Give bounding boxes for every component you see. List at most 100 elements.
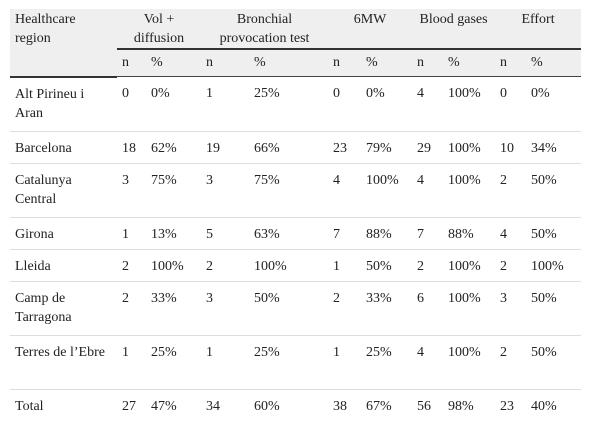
- percent-cell: 88%: [361, 217, 413, 250]
- count-cell: 4: [495, 217, 527, 250]
- percent-cell: 100%: [526, 249, 582, 282]
- count-cell: 38: [333, 398, 348, 414]
- header-percent: %: [146, 49, 202, 77]
- count-cell: 1: [328, 249, 362, 282]
- table-container: Healthcare region Vol + diffusion Bronch…: [10, 9, 582, 414]
- table-row: Barcelona 18 62% 19 66% 23 79% 29 100% 10 34%: [10, 131, 582, 164]
- percent-cell: 67%: [366, 398, 392, 414]
- percent-cell: 63%: [249, 217, 329, 250]
- region-cell: Terres de l’Ebre: [10, 335, 117, 390]
- count-cell: 34: [206, 398, 221, 414]
- percent-cell: 100%: [443, 163, 496, 218]
- count-cell: 4: [328, 163, 362, 218]
- count-cell: 27: [122, 398, 136, 414]
- header-vol-diffusion: Vol + diffusion: [117, 9, 202, 50]
- count-cell: 18: [117, 131, 146, 164]
- table-body: Alt Pirineu i Aran 0 0% 1 25% 0 0% 4 100% 0 0% Barc…: [10, 76, 582, 421]
- count-cell: 2: [412, 249, 444, 282]
- percent-cell: 13%: [146, 217, 202, 250]
- count-cell: 2: [495, 163, 527, 218]
- percent-cell: 0%: [146, 76, 202, 132]
- percent-cell: 75%: [146, 163, 202, 218]
- count-cell: 3: [117, 163, 146, 218]
- count-cell: 3: [495, 281, 527, 336]
- header-percent: %: [443, 49, 496, 77]
- count-cell: 5: [201, 217, 250, 250]
- count-cell: 2: [495, 249, 527, 282]
- table-row: Terres de l’Ebre 1 25% 1 25% 1 25% 4 100% 2 50%: [10, 335, 582, 390]
- count-cell: 1: [201, 335, 250, 390]
- percent-cell: 0%: [526, 76, 582, 132]
- count-cell: 0: [328, 76, 362, 132]
- header-bronchial-provocation: Bronchial provocation test: [201, 9, 329, 50]
- percent-cell: 60%: [254, 398, 280, 414]
- count-cell: 23: [328, 131, 362, 164]
- table-row: Total 27 47% 34 60% 38 67% 56 98% 23 40%: [10, 389, 581, 421]
- percent-cell: 25%: [249, 76, 329, 132]
- header-n: n: [201, 49, 250, 77]
- count-cell: 7: [328, 217, 362, 250]
- percent-cell: 75%: [249, 163, 329, 218]
- header-percent: %: [526, 49, 582, 77]
- table-row: Catalunya Central 3 75% 3 75% 4 100% 4 100% 2 50%: [10, 163, 582, 218]
- percent-cell: 33%: [361, 281, 413, 336]
- percent-cell: 34%: [526, 131, 582, 164]
- header-percent: %: [361, 49, 413, 77]
- percent-cell: 88%: [443, 217, 496, 250]
- percent-cell: 79%: [361, 131, 413, 164]
- table-row: Alt Pirineu i Aran 0 0% 1 25% 0 0% 4 100% 0 0%: [10, 76, 582, 132]
- table-row: Camp de Tarragona 2 33% 3 50% 2 33% 6 100% 3 50%: [10, 281, 582, 336]
- count-cell: 7: [412, 217, 444, 250]
- count-cell: 2: [495, 335, 527, 390]
- header-n: n: [328, 49, 362, 77]
- header-blood-gases: Blood gases: [412, 9, 496, 50]
- percent-cell: 100%: [146, 249, 202, 282]
- header-percent: %: [249, 49, 329, 77]
- count-cell: 3: [201, 163, 250, 218]
- header-region-spacer: [10, 49, 117, 78]
- region-cell: Barcelona: [10, 131, 117, 164]
- percent-cell: 100%: [443, 131, 496, 164]
- header-6mw: 6MW: [328, 9, 413, 50]
- count-cell: 1: [117, 217, 146, 250]
- percent-cell: 100%: [443, 249, 496, 282]
- count-cell: 23: [500, 398, 515, 414]
- percent-cell: 47%: [151, 398, 177, 414]
- header-region: Healthcare region: [10, 9, 117, 49]
- data-table: Healthcare region Vol + diffusion Bronch…: [10, 9, 582, 421]
- percent-cell: 100%: [443, 335, 496, 390]
- header-n: n: [412, 49, 444, 77]
- percent-cell: 100%: [443, 76, 496, 132]
- percent-cell: 98%: [448, 398, 474, 414]
- percent-cell: 25%: [249, 335, 329, 390]
- count-cell: 4: [412, 76, 444, 132]
- count-cell: 10: [495, 131, 527, 164]
- percent-cell: 0%: [361, 76, 413, 132]
- count-cell: 1: [117, 335, 146, 390]
- count-cell: 3: [201, 281, 250, 336]
- percent-cell: 25%: [361, 335, 413, 390]
- count-cell: 0: [495, 76, 527, 132]
- count-cell: 1: [328, 335, 362, 390]
- percent-cell: 33%: [146, 281, 202, 336]
- percent-cell: 62%: [146, 131, 202, 164]
- count-cell: 4: [412, 163, 444, 218]
- header-effort: Effort: [495, 9, 582, 50]
- count-cell: 0: [117, 76, 146, 132]
- table-row: Lleida 2 100% 2 100% 1 50% 2 100% 2 100%: [10, 249, 582, 282]
- count-cell: 2: [328, 281, 362, 336]
- header-n: n: [117, 49, 146, 77]
- header-n: n: [495, 49, 527, 77]
- percent-cell: 25%: [146, 335, 202, 390]
- count-cell: 56: [417, 398, 432, 414]
- count-cell: 2: [201, 249, 250, 282]
- count-cell: 1: [201, 76, 250, 132]
- count-cell: 4: [412, 335, 444, 390]
- percent-cell: 50%: [526, 281, 582, 336]
- percent-cell: 50%: [361, 249, 413, 282]
- percent-cell: 66%: [249, 131, 329, 164]
- region-cell: Camp de Tarragona: [10, 281, 117, 336]
- percent-cell: 100%: [443, 281, 496, 336]
- percent-cell: 40%: [531, 398, 557, 414]
- count-cell: 6: [412, 281, 444, 336]
